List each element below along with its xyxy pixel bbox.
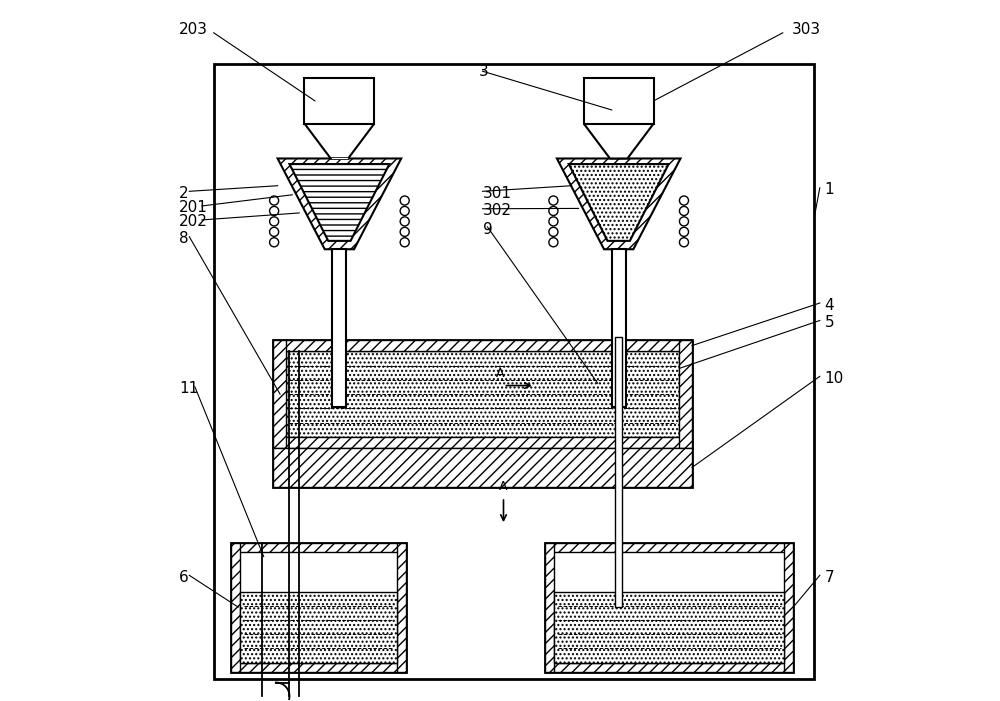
Bar (214, 64, 814, 679)
Bar (784, 543, 793, 672)
Text: A: A (496, 367, 504, 380)
Text: 10: 10 (825, 371, 844, 386)
Bar (231, 543, 406, 552)
Bar (231, 662, 406, 672)
Bar (554, 592, 784, 662)
Bar (273, 448, 692, 486)
Text: 201: 201 (179, 200, 208, 215)
Text: 5: 5 (825, 315, 834, 330)
Polygon shape (304, 123, 374, 158)
Polygon shape (584, 123, 654, 158)
Text: 11: 11 (179, 381, 198, 396)
Text: 203: 203 (179, 22, 208, 37)
Text: 6: 6 (179, 570, 189, 585)
Bar (304, 79, 374, 123)
Text: 202: 202 (179, 214, 208, 229)
Text: 9: 9 (483, 222, 492, 236)
Bar (273, 448, 692, 486)
Text: 3: 3 (479, 64, 489, 79)
Text: 7: 7 (825, 570, 834, 585)
Text: 4: 4 (825, 298, 834, 313)
Bar (231, 543, 406, 672)
Text: 303: 303 (792, 22, 821, 37)
Bar (612, 250, 626, 407)
Bar (240, 592, 397, 662)
Bar (273, 340, 692, 448)
Polygon shape (569, 164, 669, 241)
Bar (545, 543, 793, 552)
Bar (273, 340, 692, 351)
Text: A: A (499, 480, 508, 493)
Text: 8: 8 (179, 231, 188, 246)
Text: 2: 2 (179, 186, 188, 201)
Bar (545, 543, 793, 672)
Bar (545, 543, 554, 672)
Bar (231, 543, 240, 672)
Bar (397, 543, 406, 672)
Bar (679, 340, 692, 448)
Polygon shape (557, 158, 680, 250)
Text: 302: 302 (483, 203, 512, 218)
Polygon shape (289, 164, 389, 241)
Text: 1: 1 (825, 182, 834, 198)
Bar (332, 250, 346, 407)
Bar (545, 662, 793, 672)
Bar (615, 336, 622, 607)
Bar (584, 79, 654, 123)
Bar (273, 437, 692, 448)
Polygon shape (278, 158, 401, 250)
Bar (273, 340, 286, 448)
Bar (286, 351, 679, 437)
Text: 301: 301 (483, 186, 512, 201)
Bar (331, 157, 348, 159)
